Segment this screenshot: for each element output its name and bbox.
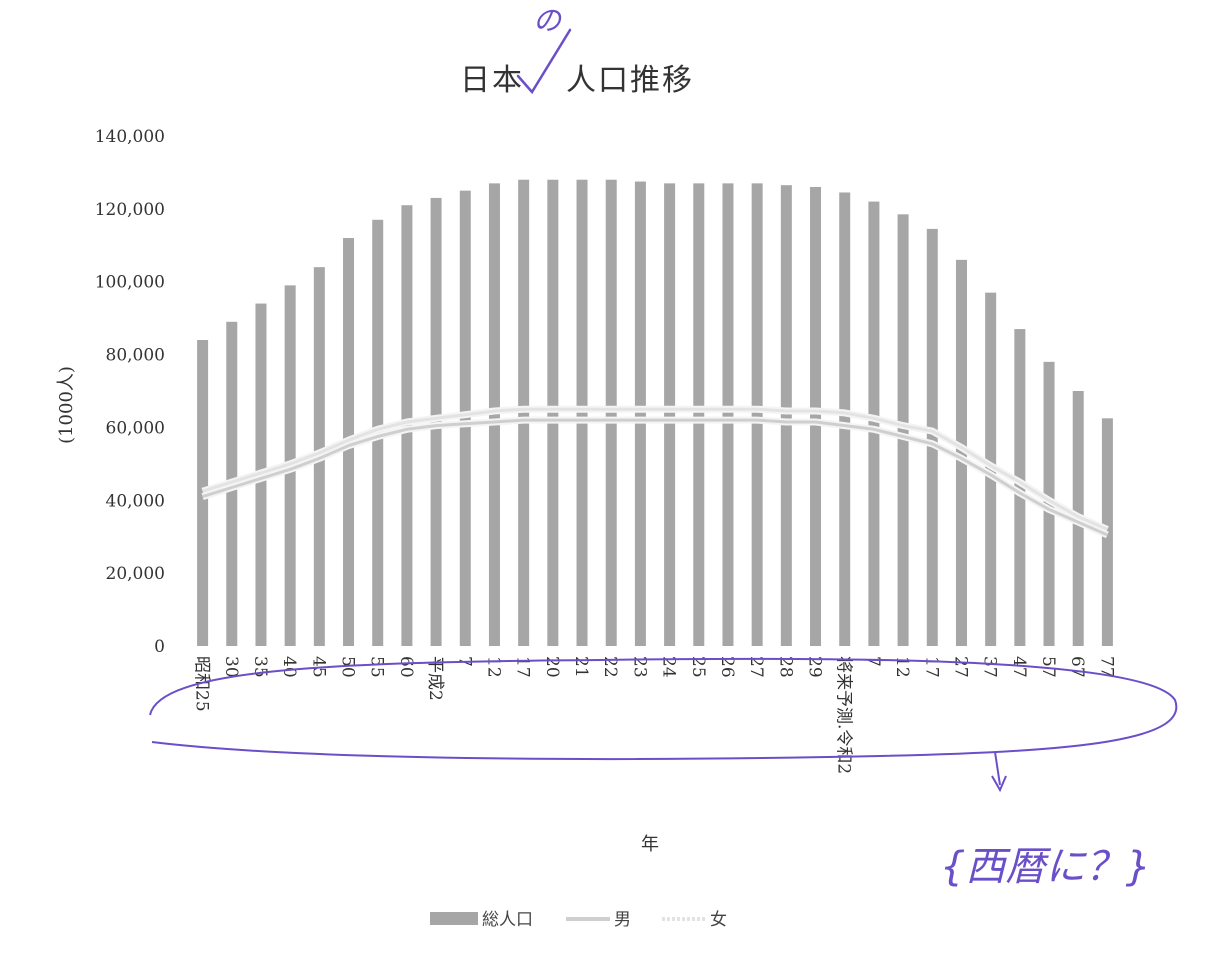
- legend-label: 女: [710, 910, 727, 930]
- x-tick-label: 67: [1067, 656, 1087, 678]
- bar-total-population: [955, 259, 967, 646]
- bar-total-population: [664, 183, 676, 646]
- bar-total-population: [430, 197, 442, 646]
- legend-label: 総人口: [482, 910, 533, 930]
- x-tick-label: 17: [513, 656, 533, 678]
- bar-total-population: [459, 190, 471, 646]
- x-tick-label: 25: [688, 656, 708, 678]
- x-tick-label: 21: [571, 656, 591, 678]
- x-tick-label: 26: [717, 656, 737, 678]
- x-tick-label: 12: [484, 656, 504, 678]
- bar-total-population: [605, 179, 617, 646]
- bar-total-population: [868, 201, 880, 647]
- x-tick-label: 29: [805, 656, 825, 678]
- y-tick-label: 80,000: [106, 346, 165, 366]
- y-tick-label: 20,000: [106, 564, 165, 584]
- bar-total-population: [839, 192, 851, 646]
- x-tick-label: 平成2: [425, 656, 445, 701]
- line-halo-女: [201, 405, 1109, 533]
- bar-total-population: [722, 183, 734, 646]
- x-tick-label: 20: [542, 656, 562, 678]
- bar-total-population: [810, 187, 822, 646]
- bar-total-population: [751, 183, 763, 646]
- handwritten-arrow: [991, 751, 1007, 793]
- chart-title-part2: 人口推移: [566, 63, 694, 98]
- bar-total-population: [547, 179, 559, 646]
- bar-total-population: [518, 179, 530, 646]
- x-tick-label: 47: [1009, 656, 1029, 678]
- y-tick-label: 60,000: [106, 418, 165, 438]
- x-tick-label: 12: [892, 656, 912, 678]
- legend: 総人口 男 女: [430, 910, 727, 930]
- bar-total-population: [1014, 329, 1026, 646]
- handwritten-caret-mark: [516, 28, 572, 95]
- line-halo-男: [201, 416, 1109, 539]
- bar-series: [197, 179, 1113, 647]
- legend-label: 男: [614, 910, 631, 930]
- x-tick-label: 7: [863, 656, 883, 667]
- y-tick-label: 0: [154, 637, 165, 657]
- x-tick-label: 37: [980, 656, 1000, 678]
- x-tick-label: 57: [1038, 656, 1058, 678]
- x-axis-ticks: 昭和25 30 35 40 45 50 55 60 平成2 7 12 17 20 21 22 23 24 25 26…: [192, 656, 1117, 774]
- y-tick-label: 120,000: [95, 200, 165, 220]
- x-tick-label: 将来予測.令和2: [834, 656, 854, 774]
- x-tick-label: 23: [629, 656, 649, 678]
- bar-total-population: [488, 183, 500, 646]
- line-series-女: [202, 407, 1108, 531]
- x-tick-label: 55: [367, 656, 387, 678]
- bar-total-population: [634, 181, 646, 647]
- y-tick-label: 140,000: [95, 127, 165, 147]
- bar-total-population: [576, 179, 588, 646]
- x-tick-label: 17: [921, 656, 941, 678]
- x-tick-label: 22: [600, 656, 620, 678]
- bar-total-population: [897, 214, 909, 647]
- chart-title-part1: 日本: [460, 63, 524, 98]
- x-tick-label: 24: [659, 656, 679, 678]
- bar-total-population: [926, 228, 938, 646]
- bar-total-population: [401, 205, 413, 646]
- y-tick-label: 40,000: [106, 491, 165, 511]
- x-tick-label: 28: [775, 656, 795, 678]
- x-axis-label: 年: [641, 834, 659, 855]
- handwritten-inserted-char: の: [533, 4, 563, 37]
- x-tick-label: 27: [951, 656, 971, 678]
- handwritten-margin-note: {西暦に？}: [940, 844, 1151, 890]
- legend-swatch-bar: [430, 912, 478, 925]
- handwritten-loop-annotation: [149, 657, 1178, 761]
- bar-total-population: [780, 185, 792, 646]
- y-tick-label: 100,000: [95, 273, 165, 293]
- x-tick-label: 40: [279, 656, 299, 678]
- line-series: [201, 405, 1109, 539]
- x-tick-label: 30: [221, 656, 241, 678]
- x-tick-label: 60: [396, 656, 416, 678]
- x-tick-label: 77: [1096, 656, 1116, 678]
- y-axis-ticks: 0 20,000 40,000 60,000 80,000 100,000 120,000 1…: [95, 127, 165, 657]
- bar-total-population: [693, 183, 705, 646]
- x-tick-label: 27: [746, 656, 766, 678]
- y-axis-label: (1000人): [56, 366, 77, 444]
- line-series-男: [202, 418, 1109, 537]
